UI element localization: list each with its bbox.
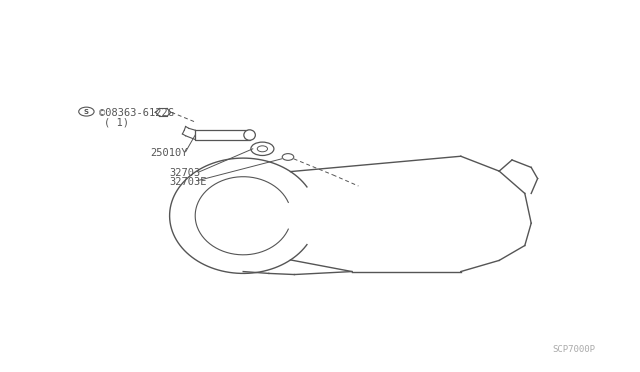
Circle shape: [257, 146, 268, 152]
Text: ©08363-6122G: ©08363-6122G: [99, 109, 174, 118]
Circle shape: [282, 154, 294, 160]
Text: S: S: [84, 109, 89, 115]
Text: ( 1): ( 1): [104, 118, 129, 128]
Text: 32703E: 32703E: [170, 177, 207, 186]
Text: SCP7000P: SCP7000P: [552, 345, 595, 354]
Circle shape: [251, 142, 274, 155]
Text: 32703: 32703: [170, 168, 201, 178]
Text: 25010Y: 25010Y: [150, 148, 188, 157]
Ellipse shape: [244, 130, 255, 140]
